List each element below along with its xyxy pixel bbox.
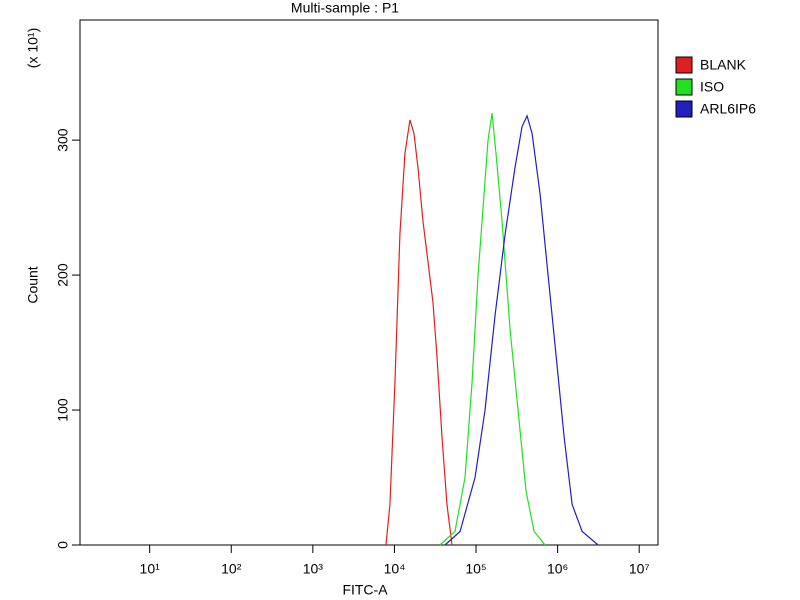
y-multiplier: (x 10¹)	[25, 28, 41, 68]
x-tick-label: 10⁶	[547, 561, 568, 577]
y-tick-label: 0	[55, 541, 71, 549]
x-tick-label: 10⁷	[629, 561, 650, 577]
x-tick-label: 10⁴	[384, 561, 406, 577]
legend-swatch	[675, 78, 693, 96]
x-tick-label: 10⁵	[465, 561, 486, 577]
y-tick-label: 200	[55, 263, 71, 287]
legend-swatch	[675, 56, 693, 74]
histogram-line	[439, 113, 546, 546]
x-tick-label: 10¹	[140, 561, 161, 577]
y-tick-label: 100	[55, 398, 71, 422]
legend-label: ARL6IP6	[700, 101, 756, 117]
histogram-line	[444, 114, 599, 546]
plot-frame	[79, 19, 659, 546]
x-tick-label: 10²	[221, 561, 242, 577]
legend-swatch	[675, 100, 693, 118]
y-tick-label: 300	[55, 128, 71, 152]
x-axis-label: FITC-A	[342, 582, 388, 598]
chart-title: Multi-sample : P1	[291, 0, 399, 16]
legend-label: ISO	[700, 79, 724, 95]
y-axis-label: Count	[25, 266, 41, 303]
legend-label: BLANK	[700, 57, 747, 73]
histogram-line	[385, 119, 453, 546]
x-tick-label: 10³	[303, 561, 324, 577]
